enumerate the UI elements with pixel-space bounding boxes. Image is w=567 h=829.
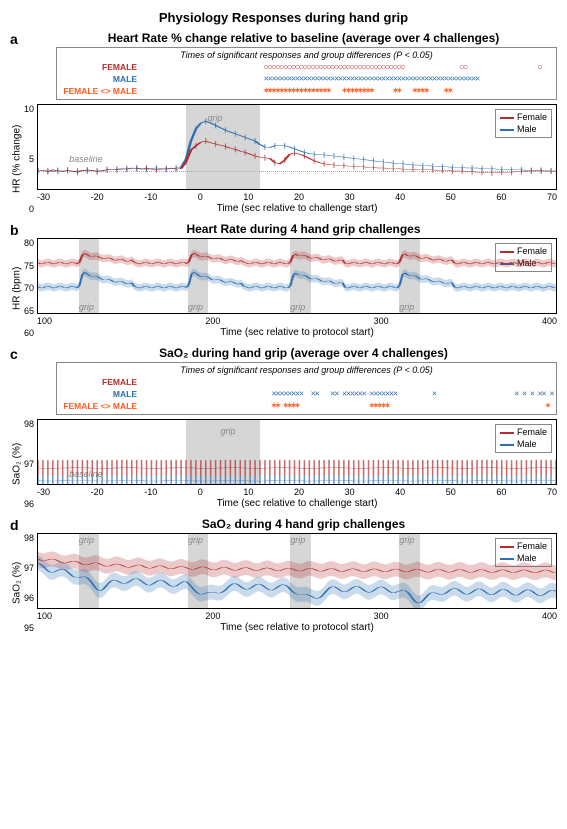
panel-b-yticks: 8075706560 [24, 238, 37, 338]
panel-letter-d: d [10, 517, 19, 533]
sig-label-diff: FEMALE <> MALE [61, 86, 141, 96]
panel-b-title: Heart Rate during 4 hand grip challenges [10, 222, 557, 236]
main-title: Physiology Responses during hand grip [10, 10, 557, 25]
panel-d-plot: Female Male gripgripgripgrip [37, 533, 557, 609]
sig-track-male: ×××××××××××××××××××××××××××××××× [141, 389, 552, 399]
panel-a-ylabel: HR (% change) [10, 104, 24, 214]
sig-label-female: FEMALE [61, 62, 141, 72]
sig-title: Times of significant responses and group… [61, 50, 552, 60]
sig-label-male: MALE [61, 74, 141, 84]
panel-a-xlabel: Time (sec relative to challenge start) [37, 203, 557, 214]
panel-d-yticks: 98979695 [24, 533, 37, 633]
panel-a: a Heart Rate % change relative to baseli… [10, 31, 557, 214]
sig-track-diff: ✶✶✶✶✶✶✶✶✶✶✶✶✶✶✶✶✶✶✶✶✶✶✶✶✶✶✶✶✶✶✶✶✶ [141, 86, 552, 96]
panel-b-ylabel: HR (bpm) [10, 238, 24, 338]
panel-b-plot: Female Male gripgripgripgrip [37, 238, 557, 314]
panel-b: b Heart Rate during 4 hand grip challeng… [10, 222, 557, 338]
sig-label-male: MALE [61, 389, 141, 399]
panel-b-xticks: 100200300400 [37, 314, 557, 326]
sig-track-female: ○○○○○○○○○○○○○○○○○○○○○○○○○○○○○○○○○○○○○○○ [141, 62, 552, 72]
panel-a-title: Heart Rate % change relative to baseline… [10, 31, 557, 45]
panel-c-plot: Female Male baselinegrip [37, 419, 557, 485]
panel-letter-c: c [10, 346, 18, 362]
sig-track-female [141, 377, 552, 387]
panel-c-sigbox: Times of significant responses and group… [56, 362, 557, 415]
panel-c-yticks: 989796 [24, 419, 37, 509]
sig-title: Times of significant responses and group… [61, 365, 552, 375]
panel-c-title: SaO₂ during hand grip (average over 4 ch… [10, 346, 557, 360]
panel-a-plot: Female Male baselinegrip [37, 104, 557, 190]
panel-d-xticks: 100200300400 [37, 609, 557, 621]
panel-c: c SaO₂ during hand grip (average over 4 … [10, 346, 557, 509]
panel-b-xlabel: Time (sec relative to protocol start) [37, 327, 557, 338]
panel-letter-a: a [10, 31, 18, 47]
panel-c-xticks: -30-20-10010203040506070 [37, 485, 557, 497]
panel-a-sigbox: Times of significant responses and group… [56, 47, 557, 100]
panel-letter-b: b [10, 222, 19, 238]
sig-label-diff: FEMALE <> MALE [61, 401, 141, 411]
panel-c-ylabel: SaO₂ (%) [10, 419, 24, 509]
sig-track-male: ××××××××××××××××××××××××××××××××××××××××… [141, 74, 552, 84]
panel-a-xticks: -30-20-10010203040506070 [37, 190, 557, 202]
panel-c-xlabel: Time (sec relative to challenge start) [37, 498, 557, 509]
panel-d-xlabel: Time (sec relative to protocol start) [37, 622, 557, 633]
panel-d-ylabel: SaO₂ (%) [10, 533, 24, 633]
sig-track-diff: ✶✶✶✶✶✶✶✶✶✶✶✶ [141, 401, 552, 411]
panel-d-title: SaO₂ during 4 hand grip challenges [10, 517, 557, 531]
sig-label-female: FEMALE [61, 377, 141, 387]
panel-a-yticks: 1050 [24, 104, 37, 214]
panel-d: d SaO₂ during 4 hand grip challenges SaO… [10, 517, 557, 633]
